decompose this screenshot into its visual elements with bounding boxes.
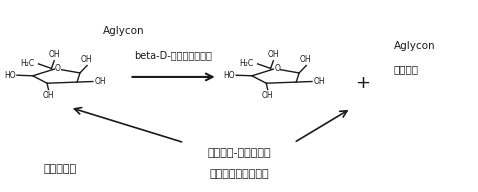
- Text: O: O: [55, 64, 61, 73]
- Text: OH: OH: [43, 91, 54, 100]
- Text: O: O: [274, 64, 280, 73]
- Text: HO: HO: [223, 71, 235, 80]
- Text: H₂C: H₂C: [20, 59, 34, 68]
- Text: OH: OH: [268, 50, 279, 59]
- Text: +: +: [356, 74, 370, 92]
- Text: 糖苷配基: 糖苷配基: [394, 64, 419, 74]
- Text: Aglycon: Aglycon: [103, 26, 145, 36]
- Text: H₂C: H₂C: [239, 59, 253, 68]
- Text: 糖苷类物质: 糖苷类物质: [43, 164, 77, 174]
- Text: 构信息及相对定量值: 构信息及相对定量值: [209, 169, 269, 179]
- Text: OH: OH: [95, 77, 107, 86]
- Text: beta-D-吡喃葡萄糖苷酶: beta-D-吡喃葡萄糖苷酶: [134, 50, 212, 60]
- Text: Aglycon: Aglycon: [394, 41, 435, 51]
- Text: OH: OH: [314, 77, 326, 86]
- Text: OH: OH: [300, 55, 311, 64]
- Text: OH: OH: [80, 55, 92, 64]
- Text: OH: OH: [48, 50, 60, 59]
- Text: OH: OH: [262, 91, 273, 100]
- Text: 气相色谱-质谱获得结: 气相色谱-质谱获得结: [207, 148, 271, 158]
- Text: HO: HO: [4, 71, 16, 80]
